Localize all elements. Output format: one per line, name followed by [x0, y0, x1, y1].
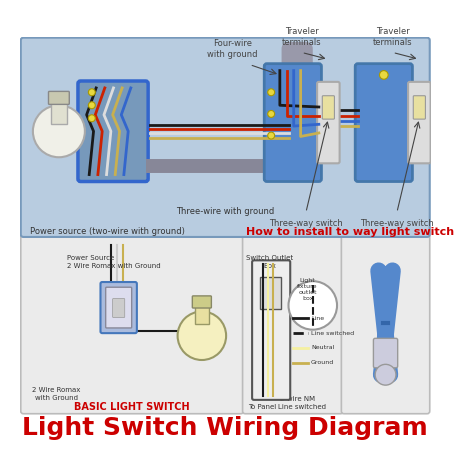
FancyBboxPatch shape	[192, 296, 211, 308]
FancyBboxPatch shape	[341, 234, 430, 414]
Circle shape	[375, 364, 396, 385]
Text: Light
fixture
outlet
box: Light fixture outlet box	[297, 278, 318, 301]
Text: Three-way switch: Three-way switch	[360, 219, 434, 228]
FancyBboxPatch shape	[322, 96, 335, 119]
FancyBboxPatch shape	[48, 91, 69, 104]
FancyBboxPatch shape	[21, 38, 430, 237]
Text: Ground: Ground	[311, 360, 334, 365]
FancyBboxPatch shape	[195, 306, 209, 324]
Circle shape	[268, 132, 274, 139]
FancyBboxPatch shape	[317, 82, 340, 163]
Circle shape	[268, 89, 274, 96]
Text: Switch Outlet
Box: Switch Outlet Box	[246, 255, 293, 269]
FancyBboxPatch shape	[78, 81, 148, 181]
FancyBboxPatch shape	[264, 63, 321, 181]
Text: Light Switch Wiring Diagram: Light Switch Wiring Diagram	[22, 416, 428, 440]
Text: Neutral: Neutral	[311, 345, 335, 350]
FancyBboxPatch shape	[113, 298, 125, 318]
Text: To Panel: To Panel	[248, 404, 277, 410]
Text: 2 Wire Romax
with Ground: 2 Wire Romax with Ground	[32, 387, 81, 401]
Text: Line switched: Line switched	[277, 404, 326, 410]
Text: Traveler
terminals: Traveler terminals	[373, 27, 412, 47]
FancyBboxPatch shape	[100, 282, 137, 333]
Circle shape	[289, 281, 337, 329]
Circle shape	[33, 105, 85, 157]
FancyBboxPatch shape	[408, 82, 430, 163]
Circle shape	[268, 110, 274, 118]
Text: Four-wire
with ground: Four-wire with ground	[207, 39, 257, 59]
Text: Line: Line	[311, 316, 324, 321]
FancyBboxPatch shape	[260, 277, 281, 309]
FancyBboxPatch shape	[106, 287, 132, 328]
Text: Three-wire with ground: Three-wire with ground	[176, 207, 274, 216]
FancyBboxPatch shape	[355, 63, 412, 181]
FancyBboxPatch shape	[374, 338, 398, 368]
Text: Three-way switch: Three-way switch	[269, 219, 343, 228]
Text: BASIC LIGHT SWITCH: BASIC LIGHT SWITCH	[74, 402, 190, 413]
FancyBboxPatch shape	[282, 42, 313, 173]
Text: Power source (two-wire with ground): Power source (two-wire with ground)	[30, 227, 185, 236]
FancyBboxPatch shape	[21, 234, 244, 414]
Circle shape	[88, 115, 95, 122]
Text: How to install to way light switch: How to install to way light switch	[246, 227, 454, 237]
Circle shape	[88, 102, 95, 109]
Circle shape	[380, 70, 388, 79]
Text: Power Source
2 Wire Romax with Ground: Power Source 2 Wire Romax with Ground	[67, 255, 160, 269]
Text: 2-wire NM: 2-wire NM	[280, 396, 315, 401]
Text: Line switched: Line switched	[311, 330, 354, 336]
Circle shape	[88, 89, 95, 96]
FancyBboxPatch shape	[413, 96, 425, 119]
Circle shape	[178, 312, 226, 360]
FancyBboxPatch shape	[243, 234, 343, 414]
FancyBboxPatch shape	[51, 102, 67, 125]
Text: Traveler
terminals: Traveler terminals	[282, 27, 321, 47]
FancyBboxPatch shape	[252, 260, 290, 400]
